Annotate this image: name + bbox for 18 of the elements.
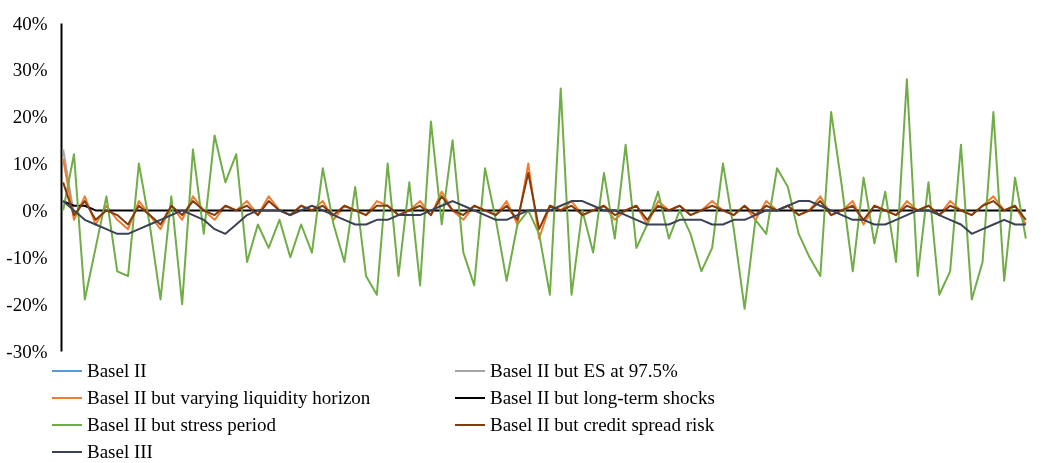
legend-label: Basel II [87, 360, 147, 381]
legend-label: Basel III [87, 441, 153, 462]
legend-label: Basel II but credit spread risk [490, 414, 715, 435]
y-tick-label: 0% [22, 199, 48, 221]
legend-label: Basel II but stress period [87, 414, 277, 435]
line-series [62, 171, 1027, 231]
legend-label: Basel II but ES at 97.5% [490, 360, 679, 381]
line-series [62, 200, 1027, 235]
y-tick-label: 40% [12, 12, 48, 34]
y-tick-label: 20% [12, 106, 48, 128]
legend-label: Basel II but varying liquidity horizon [87, 387, 371, 408]
line-series [62, 78, 1027, 310]
y-tick-label: -10% [6, 246, 48, 268]
legend-label: Basel II but long-term shocks [490, 387, 715, 408]
y-tick-label: 10% [12, 153, 48, 175]
y-tick-label: -30% [6, 340, 48, 362]
y-tick-label: -20% [6, 293, 48, 315]
y-tick-label: 30% [12, 59, 48, 81]
